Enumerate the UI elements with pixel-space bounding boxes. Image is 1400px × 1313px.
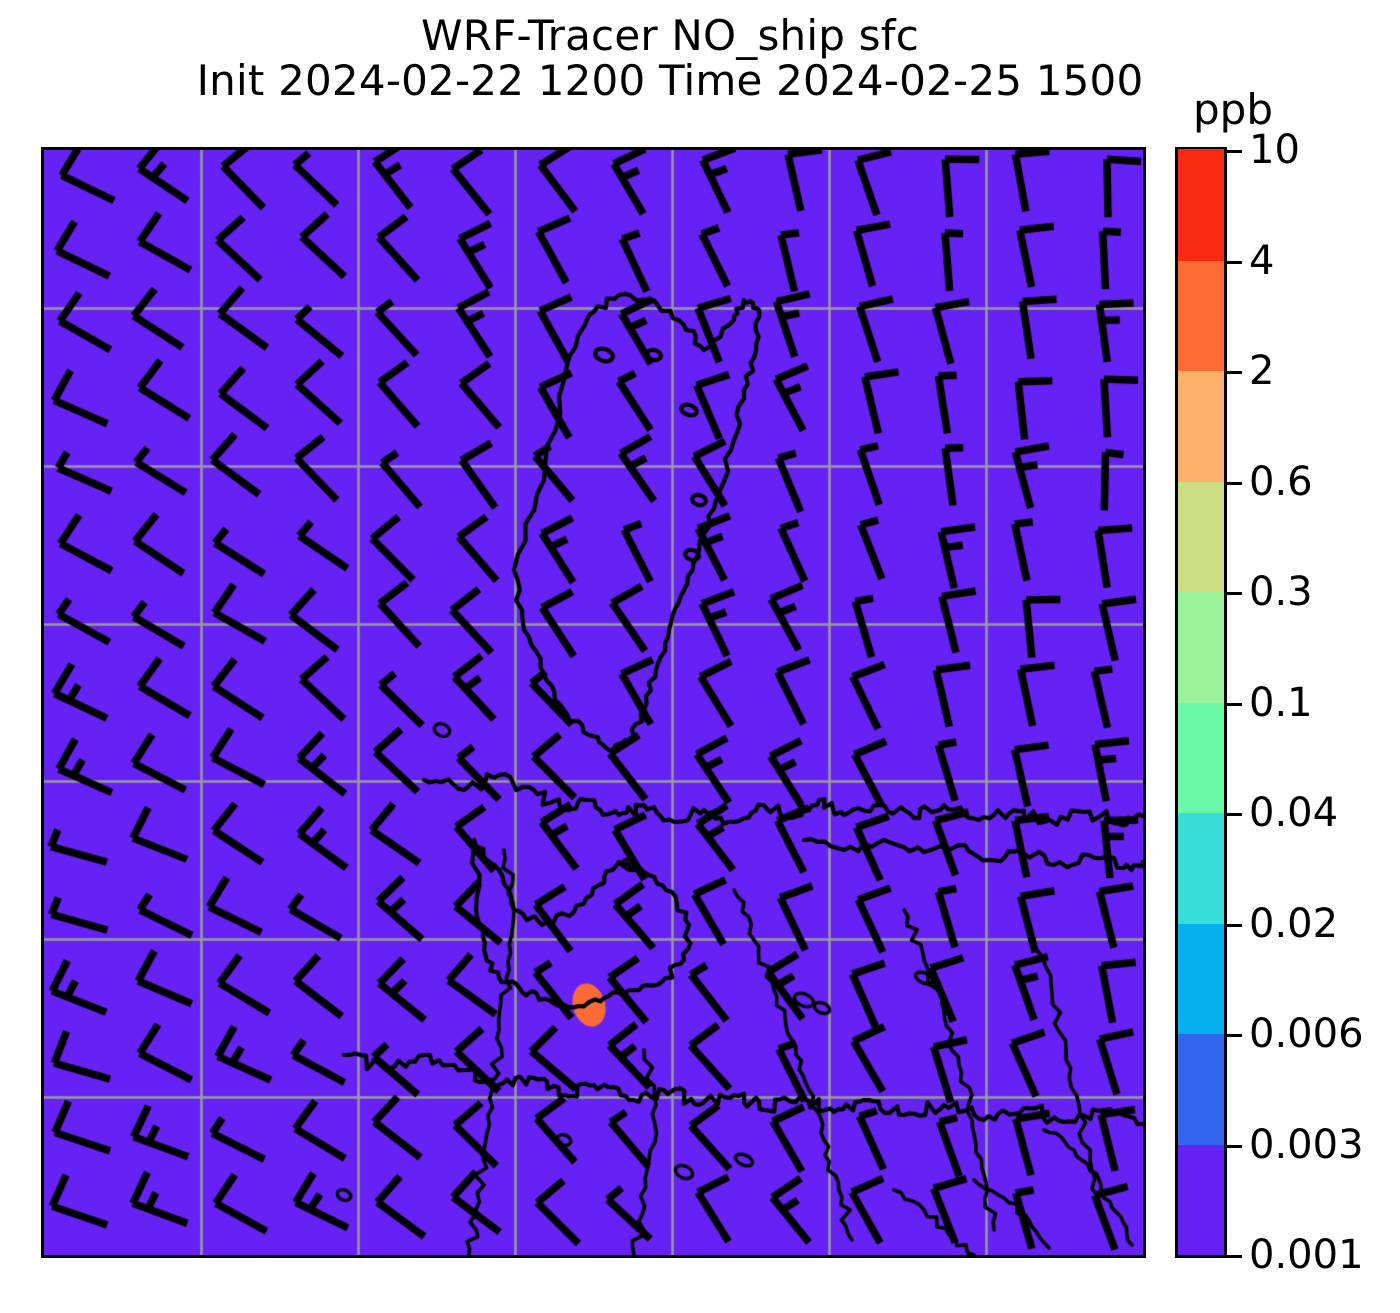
- title-line-1: WRF-Tracer NO_ship sfc: [420, 11, 920, 60]
- colorbar-band-1: [1178, 1033, 1224, 1145]
- colorbar-band-5: [1178, 591, 1224, 703]
- colorbar-band-2: [1178, 922, 1224, 1034]
- colorbar-tick-label-1: 0.003: [1249, 1121, 1364, 1168]
- colorbar-tick-label-7: 0.6: [1249, 458, 1313, 505]
- colorbar-tick-mark-8: [1227, 371, 1242, 374]
- colorbar-band-0: [1178, 1143, 1224, 1255]
- colorbar-band-4: [1178, 701, 1224, 813]
- colorbar-band-9: [1178, 149, 1224, 261]
- colorbar-tick-label-5: 0.1: [1249, 679, 1313, 726]
- colorbar-tick-mark-0: [1227, 1255, 1242, 1258]
- colorbar-tick-label-4: 0.04: [1249, 790, 1339, 836]
- colorbar-tick-label-2: 0.006: [1249, 1011, 1364, 1057]
- colorbar-band-8: [1178, 259, 1224, 371]
- title-line-2: Init 2024-02-22 1200 Time 2024-02-25 150…: [196, 55, 1144, 105]
- colorbar-tick-label-6: 0.3: [1249, 569, 1313, 615]
- colorbar-tick-mark-2: [1227, 1034, 1242, 1037]
- colorbar-tick-mark-10: [1227, 150, 1242, 153]
- colorbar-tick-label-9: 4: [1249, 237, 1275, 284]
- colorbar-tick-mark-1: [1227, 1144, 1242, 1148]
- figure-title: WRF-Tracer NO_ship sfc Init 2024-02-22 1…: [0, 11, 1340, 105]
- colorbar-tick-label-0: 0.001: [1249, 1232, 1364, 1278]
- colorbar-band-6: [1178, 480, 1224, 592]
- map-plot-area[interactable]: [41, 147, 1146, 1258]
- colorbar-tick-mark-7: [1227, 481, 1242, 485]
- colorbar-band-7: [1178, 370, 1224, 482]
- coastline-and-wind-barb-overlay: [44, 150, 1143, 1255]
- colorbar-unit-label: ppb: [1193, 85, 1273, 134]
- colorbar-tick-mark-4: [1227, 813, 1242, 816]
- colorbar-tick-label-10: 10: [1249, 127, 1300, 173]
- colorbar-tick-mark-6: [1227, 592, 1242, 595]
- colorbar-tick-mark-9: [1227, 260, 1242, 264]
- colorbar-tick-label-3: 0.02: [1249, 900, 1339, 947]
- colorbar-band-3: [1178, 812, 1224, 924]
- colorbar-tick-axis: 0.001 0.003 0.006 0.02 0.04 0.1 0.3 0.6 2 4 10: [1227, 130, 1397, 1275]
- colorbar-tick-mark-5: [1227, 702, 1242, 706]
- colorbar-tick-mark-3: [1227, 923, 1242, 927]
- colorbar: [1175, 147, 1227, 1258]
- colorbar-tick-label-8: 2: [1249, 348, 1275, 394]
